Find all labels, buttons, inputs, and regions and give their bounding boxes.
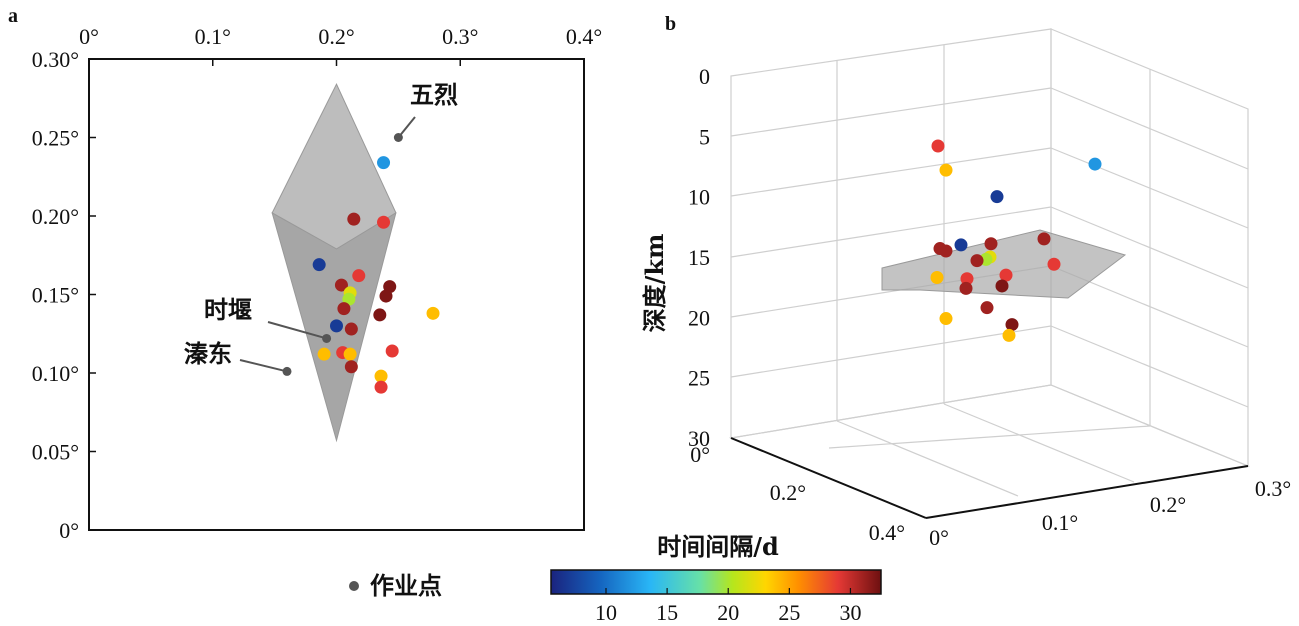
event-point-a — [385, 344, 399, 358]
legend: 作业点 — [349, 571, 442, 600]
site-marker — [322, 333, 332, 343]
yb-tick-label: 0.2° — [770, 480, 806, 505]
event-point-a — [377, 215, 391, 229]
z-tick-label: 15 — [688, 245, 710, 270]
colorbar-tick-label: 10 — [595, 600, 617, 625]
event-point-b — [1005, 318, 1019, 332]
z-tick-label: 20 — [688, 305, 710, 330]
x-tick-label: 0.3° — [442, 24, 478, 49]
event-point-a — [334, 278, 348, 292]
legend-marker — [349, 581, 359, 591]
event-point-a — [344, 360, 358, 374]
panel-b-plot: 0 5 10 15 20 25 30 0° 0.1° 0.2° 0.3° 0° 0.2° 0.4° 深… — [640, 28, 1291, 550]
event-point-a — [373, 308, 387, 322]
z-tick-label: 30 — [688, 426, 710, 451]
colorbar-title: 时间间隔/d — [657, 532, 779, 561]
x-tick-label: 0° — [79, 24, 99, 49]
y-tick-label: 0.20° — [32, 204, 79, 229]
z-tick-label: 0 — [699, 64, 710, 89]
z-tick-label: 5 — [699, 124, 710, 149]
event-point-b — [931, 139, 945, 153]
event-point-b — [1002, 328, 1016, 342]
event-point-b — [954, 238, 968, 252]
panel-b-axes — [730, 437, 1249, 519]
y-tick-label: 0.15° — [32, 283, 79, 308]
surface-b — [881, 229, 1127, 299]
event-point-a — [343, 347, 357, 361]
event-point-a — [347, 212, 361, 226]
x-tick-label: 0.2° — [318, 24, 354, 49]
event-point-a — [337, 302, 351, 316]
event-point-a — [352, 269, 366, 283]
xb-tick-label: 0.2° — [1150, 492, 1186, 517]
xb-tick-label: 0° — [929, 525, 949, 550]
event-point-b — [970, 254, 984, 268]
event-point-b — [939, 312, 953, 326]
x-tick-label: 0.1° — [195, 24, 231, 49]
legend-label: 作业点 — [370, 571, 442, 600]
site-marker — [393, 133, 403, 142]
site-leader — [239, 359, 288, 373]
event-point-a — [379, 289, 393, 303]
event-point-a — [344, 322, 358, 336]
xb-tick-label: 0.3° — [1255, 476, 1291, 501]
colorbar-tick-label: 15 — [656, 600, 678, 625]
colorbar: 时间间隔/d 10 15 20 25 30 — [550, 532, 882, 625]
z-tick-label: 25 — [688, 366, 710, 391]
event-point-b — [995, 279, 1009, 293]
event-point-b — [960, 272, 974, 286]
site-label: 时堰 — [204, 295, 252, 324]
event-point-b — [930, 271, 944, 285]
y-tick-label: 0.10° — [32, 361, 79, 386]
event-point-a — [374, 369, 388, 383]
xb-tick-label: 0.1° — [1042, 510, 1078, 535]
site-label: 溱东 — [184, 339, 232, 368]
colorbar-tick-label: 25 — [778, 600, 800, 625]
panel-a-plot: 0° 0.1° 0.2° 0.3° 0.4° 0° 0.05° 0.10° 0.15° 0.20… — [32, 24, 602, 543]
site-leader — [267, 321, 327, 340]
event-point-b — [1088, 157, 1102, 171]
panel-b-ylabel: 深度/km — [640, 234, 669, 333]
event-point-b — [990, 190, 1004, 204]
event-point-b — [999, 268, 1013, 282]
y-tick-label: 0.30° — [32, 47, 79, 72]
event-point-a — [377, 156, 391, 170]
yb-tick-label: 0° — [690, 442, 710, 467]
event-point-b — [959, 281, 973, 295]
event-point-a — [312, 258, 326, 272]
x-tick-label: 0.4° — [566, 24, 602, 49]
site-marker — [282, 366, 292, 376]
colorbar-tick-label: 30 — [839, 600, 861, 625]
z-tick-label: 10 — [688, 185, 710, 210]
yb-tick-label: 0.4° — [869, 520, 905, 545]
y-tick-label: 0.25° — [32, 126, 79, 151]
panel-b-grid — [728, 28, 1251, 519]
event-point-b — [939, 163, 953, 177]
panel-label-b: b — [665, 13, 676, 35]
y-tick-label: 0.05° — [32, 440, 79, 465]
event-point-a — [330, 319, 343, 333]
site-label: 五烈 — [410, 80, 458, 109]
event-point-a — [426, 306, 440, 320]
event-point-a — [317, 347, 331, 361]
event-point-b — [984, 237, 998, 251]
event-point-b — [939, 244, 953, 258]
colorbar-gradient — [550, 569, 882, 595]
event-point-a — [374, 380, 388, 394]
hull-upper — [271, 82, 397, 250]
colorbar-tick-label: 20 — [717, 600, 739, 625]
event-point-b — [980, 301, 994, 315]
y-tick-label: 0° — [59, 518, 79, 543]
event-point-b — [1047, 257, 1061, 271]
event-point-b — [1037, 232, 1051, 246]
panel-label-a: a — [8, 5, 18, 27]
